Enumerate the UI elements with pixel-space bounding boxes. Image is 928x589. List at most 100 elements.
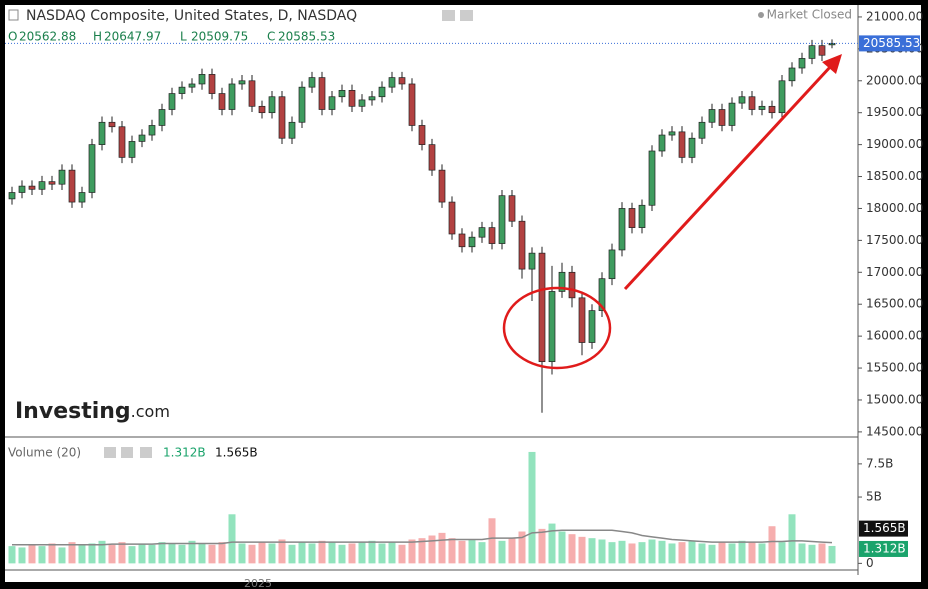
volume-bar	[768, 526, 776, 564]
volume-bar	[528, 451, 536, 564]
candle-body	[128, 141, 136, 158]
volume-bar	[248, 544, 256, 564]
candle-body	[338, 90, 346, 98]
candle-body	[448, 201, 456, 235]
candle-body	[348, 90, 356, 107]
candle-body	[218, 93, 226, 110]
candle-body	[758, 105, 766, 110]
volume-visibility-icon[interactable]	[104, 447, 116, 458]
ohlc-key: O	[8, 30, 17, 44]
volume-bar	[48, 543, 56, 564]
volume-bar	[588, 538, 596, 564]
volume-bar	[128, 546, 136, 564]
candle-body	[318, 77, 326, 110]
volume-ma-badge-label: 1.565B	[863, 521, 906, 535]
volume-bar	[308, 543, 316, 564]
candle-body	[608, 249, 616, 280]
volume-bar	[658, 540, 666, 564]
candle-body	[618, 208, 626, 251]
candle-body	[688, 137, 696, 158]
candle-body	[368, 96, 376, 101]
y-tick-label: 19500.00	[866, 105, 923, 119]
y2-tick-label: 0	[866, 556, 874, 570]
volume-bar	[358, 542, 366, 564]
volume-bar	[278, 539, 286, 564]
candle-body	[428, 144, 436, 171]
y-tick-label: 21000.00	[866, 9, 923, 23]
volume-bar	[488, 518, 496, 564]
volume-bar	[18, 547, 26, 564]
candle-body	[798, 58, 806, 69]
volume-bar	[158, 542, 166, 564]
candle-body	[328, 96, 336, 110]
volume-bar	[78, 544, 86, 564]
volume-bar	[388, 542, 396, 564]
volume-bar	[268, 543, 276, 564]
candle-body	[808, 45, 816, 59]
volume-bar	[298, 542, 306, 564]
volume-bar	[218, 542, 226, 564]
candle-body	[478, 227, 486, 238]
logo-suffix: .com	[131, 402, 170, 421]
volume-bar	[718, 542, 726, 564]
settings-icon[interactable]	[460, 10, 473, 21]
volume-bar	[448, 538, 456, 564]
frame	[5, 5, 921, 582]
volume-bar	[238, 543, 246, 564]
candle-body	[8, 192, 16, 200]
y-tick-label: 14500.00	[866, 424, 923, 438]
candle-body	[628, 208, 636, 228]
volume-bar	[68, 542, 76, 564]
candle-body	[268, 96, 276, 114]
y-tick-label: 20000.00	[866, 73, 923, 87]
volume-badge	[859, 540, 908, 557]
symbol-icon[interactable]	[8, 9, 19, 21]
candle-body	[78, 192, 86, 203]
candle-body	[398, 77, 406, 85]
chart-title: NASDAQ Composite, United States, D, NASD…	[26, 8, 357, 24]
y-tick-label: 17500.00	[866, 233, 923, 247]
volume-close-icon[interactable]	[140, 447, 152, 458]
ohlc-value: 20647.97	[104, 30, 161, 44]
candle-body	[168, 93, 176, 110]
candle-body	[208, 74, 216, 94]
volume-bar	[118, 542, 126, 564]
volume-bar	[638, 542, 646, 564]
logo-main: Investing	[15, 399, 131, 424]
candle-body	[188, 83, 196, 88]
volume-bar	[198, 543, 206, 564]
volume-bar	[368, 540, 376, 564]
y-tick-label: 16500.00	[866, 297, 923, 311]
candle-body	[528, 252, 536, 270]
y-tick-label: 18500.00	[866, 169, 923, 183]
volume-bar	[98, 540, 106, 564]
visibility-icon[interactable]	[442, 10, 455, 21]
candle-body	[678, 131, 686, 158]
candle-body	[598, 278, 606, 311]
volume-last: 1.312B	[163, 446, 206, 460]
market-status: Market Closed	[767, 8, 852, 22]
ohlc-key: L	[180, 30, 187, 44]
candle-body	[468, 236, 476, 248]
candle-body	[518, 220, 526, 270]
volume-bar	[798, 543, 806, 564]
volume-bar	[728, 543, 736, 564]
volume-bar	[578, 536, 586, 564]
candle-body	[488, 227, 496, 244]
candle-body	[658, 134, 666, 152]
candle-body	[108, 121, 116, 128]
candle-body	[548, 291, 556, 363]
candle-body	[48, 181, 56, 185]
volume-bar	[338, 544, 346, 564]
candle-body	[728, 102, 736, 126]
candle-body	[438, 169, 446, 203]
ohlc-key: C	[267, 30, 275, 44]
volume-bar	[88, 543, 96, 564]
candle-body	[818, 45, 826, 56]
candle-body	[558, 271, 566, 292]
volume-settings-icon[interactable]	[121, 447, 133, 458]
volume-bar	[818, 543, 826, 564]
volume-bar	[618, 540, 626, 564]
candle-body	[298, 86, 306, 123]
volume-ma-last: 1.565B	[215, 446, 258, 460]
